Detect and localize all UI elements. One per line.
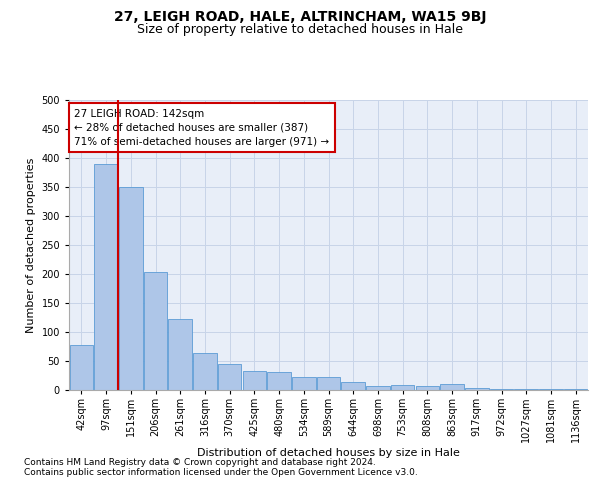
Bar — [416, 386, 439, 390]
Bar — [70, 345, 93, 390]
Text: Size of property relative to detached houses in Hale: Size of property relative to detached ho… — [137, 24, 463, 36]
Text: Contains public sector information licensed under the Open Government Licence v3: Contains public sector information licen… — [24, 468, 418, 477]
Bar — [366, 386, 389, 390]
Bar — [94, 164, 118, 390]
Bar — [440, 384, 464, 390]
Bar — [292, 376, 316, 390]
Bar — [317, 376, 340, 390]
Bar — [242, 372, 266, 390]
Bar — [490, 389, 513, 390]
Bar — [268, 372, 291, 390]
Bar — [193, 354, 217, 390]
Text: Contains HM Land Registry data © Crown copyright and database right 2024.: Contains HM Land Registry data © Crown c… — [24, 458, 376, 467]
Bar — [144, 272, 167, 390]
Text: 27, LEIGH ROAD, HALE, ALTRINCHAM, WA15 9BJ: 27, LEIGH ROAD, HALE, ALTRINCHAM, WA15 9… — [114, 10, 486, 24]
Bar — [169, 319, 192, 390]
X-axis label: Distribution of detached houses by size in Hale: Distribution of detached houses by size … — [197, 448, 460, 458]
Text: 27 LEIGH ROAD: 142sqm
← 28% of detached houses are smaller (387)
71% of semi-det: 27 LEIGH ROAD: 142sqm ← 28% of detached … — [74, 108, 329, 146]
Bar — [341, 382, 365, 390]
Bar — [391, 386, 415, 390]
Bar — [119, 187, 143, 390]
Bar — [465, 388, 488, 390]
Y-axis label: Number of detached properties: Number of detached properties — [26, 158, 36, 332]
Bar — [218, 364, 241, 390]
